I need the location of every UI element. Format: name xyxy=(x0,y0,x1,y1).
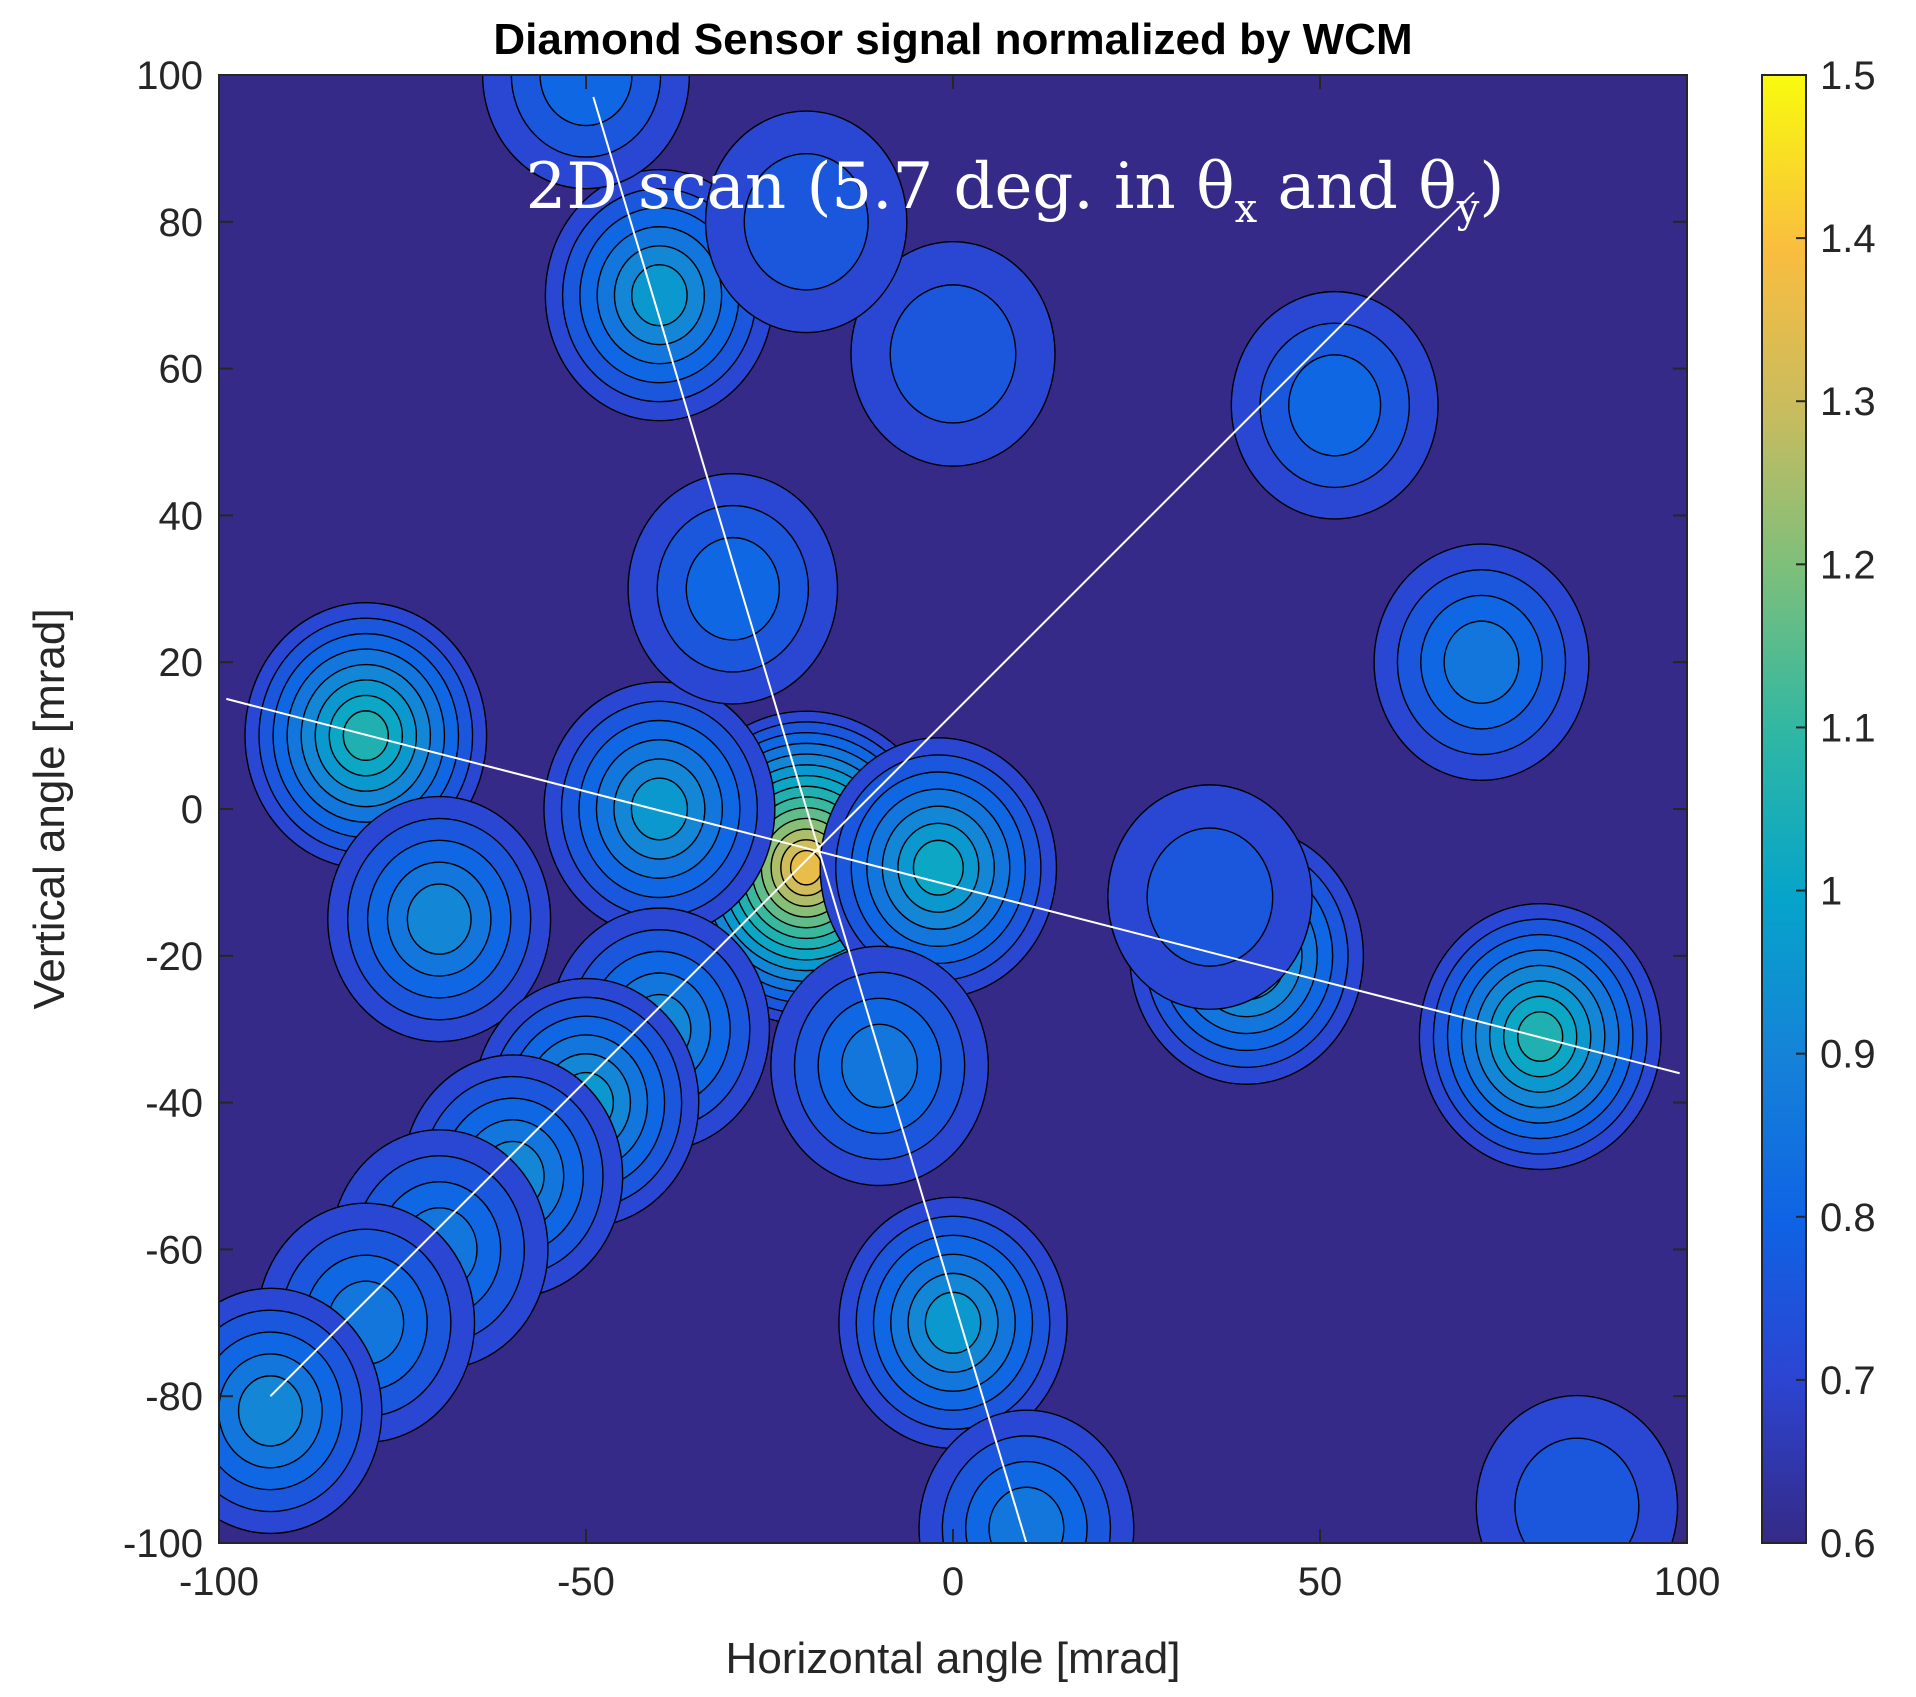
contour-level xyxy=(841,1023,919,1109)
contour-level xyxy=(743,152,869,291)
scan-annotation: 2D scan (5.7 deg. in θx and θy) xyxy=(526,150,1505,232)
contour-level xyxy=(685,536,781,641)
contour-level xyxy=(1146,827,1274,967)
contour-peak xyxy=(627,472,839,705)
colorbar-tick-label: 1.4 xyxy=(1820,217,1876,261)
contour-peak xyxy=(770,945,990,1187)
guide-line xyxy=(592,96,1028,1543)
contour-level xyxy=(1514,1437,1640,1543)
x-axis-ticks: -100 -50 0 50 100 xyxy=(179,75,1720,1604)
colorbar-gradient xyxy=(1761,74,1807,1544)
plot-area xyxy=(219,75,1687,1543)
contour-peak xyxy=(819,737,1058,999)
contour-peak xyxy=(1107,784,1313,1010)
colorbar-tick-label: 1.5 xyxy=(1820,54,1876,98)
contour-peak xyxy=(704,110,908,334)
y-tick-label: 20 xyxy=(159,641,204,685)
contour-level xyxy=(1443,620,1520,704)
contour-peak xyxy=(219,1287,383,1535)
contour-peak xyxy=(481,75,691,190)
contour-level xyxy=(924,1291,982,1354)
x-tick-label: 0 xyxy=(942,1560,964,1604)
contour-peak xyxy=(838,1196,1068,1449)
contour-peak xyxy=(327,795,552,1043)
colorbar-tick-label: 1 xyxy=(1820,870,1842,914)
y-axis-label: Vertical angle [mrad] xyxy=(25,608,74,1009)
y-tick-label: 80 xyxy=(159,201,204,245)
contour-peak xyxy=(1475,1394,1679,1543)
guide-line xyxy=(269,191,1475,1397)
guide-lines xyxy=(226,96,1680,1543)
annotation-sub-x: x xyxy=(1235,186,1258,232)
contour-peak xyxy=(1373,543,1590,782)
contour-level xyxy=(1288,354,1382,457)
contour-level xyxy=(237,1375,303,1447)
y-tick-label: 0 xyxy=(181,788,203,832)
contour-level xyxy=(406,883,472,955)
contour-peak xyxy=(544,169,775,422)
colorbar-tick-label: 0.7 xyxy=(1820,1359,1876,1403)
contour-level xyxy=(988,1486,1065,1543)
contour-peak xyxy=(850,241,1056,467)
x-tick-label: -50 xyxy=(557,1560,615,1604)
contour-level xyxy=(630,777,689,841)
y-axis-ticks: -100 -80 -60 -40 -20 0 20 40 60 80 100 xyxy=(123,54,1687,1566)
contour-peak xyxy=(543,681,776,937)
y-tick-label: -40 xyxy=(145,1082,203,1126)
colorbar: 0.6 0.7 0.8 0.9 1 1.1 1.2 1.3 1.4 1.5 xyxy=(1761,54,1876,1566)
contour-level xyxy=(889,284,1017,424)
colorbar-tick-label: 1.2 xyxy=(1820,543,1876,587)
contour-peak xyxy=(1230,290,1439,520)
y-tick-label: 60 xyxy=(159,348,204,392)
contour-peak xyxy=(918,1409,1135,1543)
contour-level xyxy=(789,849,823,886)
y-tick-label: -20 xyxy=(145,935,203,979)
x-axis-label: Horizontal angle [mrad] xyxy=(726,1634,1181,1683)
colorbar-tick-label: 0.8 xyxy=(1820,1196,1876,1240)
colorbar-tick-label: 1.1 xyxy=(1820,706,1876,750)
x-tick-label: -100 xyxy=(179,1560,259,1604)
y-tick-label: 100 xyxy=(136,54,203,98)
annotation-middle: and θ xyxy=(1257,150,1457,224)
guide-line xyxy=(226,697,1680,1075)
colorbar-ticks: 0.6 0.7 0.8 0.9 1 1.1 1.2 1.3 1.4 1.5 xyxy=(1796,54,1876,1566)
y-tick-label: -80 xyxy=(145,1375,203,1419)
chart-title: Diamond Sensor signal normalized by WCM xyxy=(493,15,1412,64)
y-tick-label: -60 xyxy=(145,1228,203,1272)
annotation-sub-y: y xyxy=(1456,186,1480,232)
colorbar-tick-label: 1.3 xyxy=(1820,380,1876,424)
colorbar-tick-label: 0.6 xyxy=(1820,1522,1876,1566)
colorbar-tick-label: 0.9 xyxy=(1820,1033,1876,1077)
annotation-end: ) xyxy=(1479,150,1504,224)
contour-level xyxy=(631,264,688,327)
y-tick-label: -100 xyxy=(123,1522,203,1566)
annotation-main: 2D scan (5.7 deg. in θ xyxy=(526,150,1235,224)
contour-level xyxy=(539,75,633,127)
y-tick-label: 40 xyxy=(159,494,204,538)
x-tick-label: 50 xyxy=(1298,1560,1343,1604)
x-tick-label: 100 xyxy=(1654,1560,1721,1604)
contour-level xyxy=(912,839,964,896)
